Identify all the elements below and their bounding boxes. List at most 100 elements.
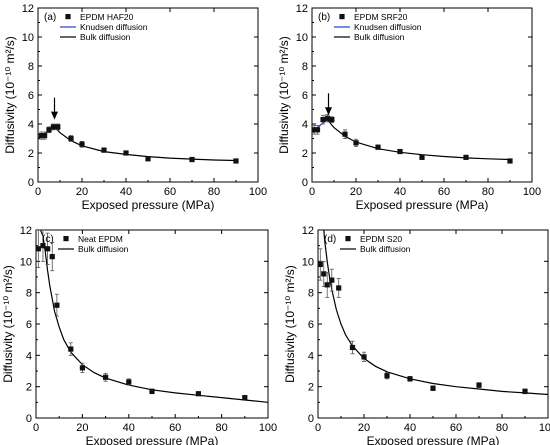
y-tick-label: 6 xyxy=(308,319,314,331)
y-tick-label: 12 xyxy=(20,225,32,237)
legend-marker xyxy=(345,236,351,242)
plot-frame xyxy=(37,7,259,183)
data-point xyxy=(507,158,513,164)
data-point xyxy=(101,147,107,153)
data-point xyxy=(149,388,155,394)
y-tick-label: 0 xyxy=(302,177,308,189)
data-point xyxy=(430,385,436,391)
x-axis-title: Exposed pressure (MPa) xyxy=(82,198,215,212)
data-point xyxy=(195,391,201,397)
y-tick-label: 6 xyxy=(28,90,34,102)
x-tick-label: 80 xyxy=(208,186,220,198)
y-tick-label: 8 xyxy=(302,61,308,73)
x-tick-label: 40 xyxy=(404,422,416,434)
y-tick-label: 6 xyxy=(302,90,308,102)
data-point xyxy=(46,127,52,133)
data-point xyxy=(189,156,195,163)
x-tick-label: 0 xyxy=(309,186,315,198)
x-tick-label: 0 xyxy=(315,422,321,434)
data-point xyxy=(476,382,482,388)
data-point xyxy=(324,282,330,288)
x-tick-label: 0 xyxy=(33,422,39,434)
data-point xyxy=(79,365,85,371)
y-tick-label: 4 xyxy=(26,350,32,362)
y-tick-label: 2 xyxy=(308,382,314,394)
chart-panel-4: 0 20 40 60 80 100 0 2 4 6 8 10 12 Exposed pressure (M… xyxy=(283,225,550,445)
data-point xyxy=(329,117,335,123)
legend-label: Bulk diffusion xyxy=(80,32,131,42)
x-tick-label: 100 xyxy=(539,422,550,434)
legend-marker xyxy=(339,14,345,20)
data-point xyxy=(336,285,342,291)
legend-marker xyxy=(65,14,71,20)
y-tick-label: 2 xyxy=(28,148,34,160)
data-point xyxy=(320,117,326,123)
x-tick-label: 0 xyxy=(35,186,41,198)
x-tick-label: 100 xyxy=(259,422,277,434)
y-tick-label: 0 xyxy=(26,413,32,425)
y-tick-label: 4 xyxy=(308,350,314,362)
x-tick-label: 100 xyxy=(249,186,267,198)
y-tick-label: 10 xyxy=(20,256,32,268)
legend-label: Knudsen diffusion xyxy=(80,22,148,32)
data-point xyxy=(312,127,317,133)
panel-label: (a) xyxy=(44,12,56,23)
arrow-head xyxy=(325,107,332,116)
x-axis-title: Exposed pressure (MPa) xyxy=(86,434,219,445)
x-axis-title: Exposed pressure (MPa) xyxy=(356,198,489,212)
legend-label: EPDM HAF20 xyxy=(80,12,134,22)
legend-label: Bulk diffusion xyxy=(354,32,405,42)
x-tick-label: 20 xyxy=(358,422,370,434)
y-tick-label: 12 xyxy=(296,3,308,15)
y-tick-label: 0 xyxy=(308,413,314,425)
data-layer xyxy=(312,114,513,164)
data-point xyxy=(123,150,129,156)
y-tick-label: 8 xyxy=(28,61,34,73)
legend-label: Bulk diffusion xyxy=(78,244,129,254)
x-tick-label: 40 xyxy=(123,422,135,434)
data-point xyxy=(342,131,348,137)
data-point xyxy=(42,133,48,139)
series-line-1 xyxy=(40,230,268,403)
legend-label: EPDM S20 xyxy=(360,234,402,244)
y-tick-label: 10 xyxy=(22,32,34,44)
data-point xyxy=(145,156,151,162)
panel-label: (b) xyxy=(318,12,330,23)
data-point xyxy=(54,302,60,308)
legend-label: Bulk diffusion xyxy=(360,244,411,254)
data-point xyxy=(397,148,403,155)
y-axis-title: Diffusivity (10⁻¹⁰ m²/s) xyxy=(1,265,15,383)
data-point xyxy=(522,388,528,394)
data-point xyxy=(103,374,109,380)
y-tick-label: 4 xyxy=(302,119,308,131)
panel-label: (d) xyxy=(324,234,336,245)
x-tick-label: 20 xyxy=(350,186,362,198)
data-point xyxy=(349,344,356,351)
x-tick-label: 80 xyxy=(496,422,508,434)
y-tick-label: 12 xyxy=(302,225,314,237)
x-tick-label: 20 xyxy=(76,186,88,198)
data-layer xyxy=(38,123,239,164)
x-tick-label: 60 xyxy=(164,186,176,198)
chart-panel-3: 0 20 40 60 80 100 0 2 4 6 8 10 12 Exposed pressure (M… xyxy=(1,225,277,445)
y-axis-title: Diffusivity (10⁻¹⁰ m²/s) xyxy=(283,265,297,383)
data-point xyxy=(321,271,327,277)
data-point xyxy=(375,144,381,150)
x-tick-label: 80 xyxy=(215,422,227,434)
x-axis-title: Exposed pressure (MPa) xyxy=(367,434,500,445)
data-layer xyxy=(36,230,268,403)
x-tick-label: 40 xyxy=(120,186,132,198)
data-point xyxy=(49,254,55,260)
x-tick-label: 60 xyxy=(438,186,450,198)
data-point xyxy=(68,135,74,142)
data-point xyxy=(55,124,61,130)
chart-panel-2: 0 20 40 60 80 100 0 2 4 6 8 10 12 Exposed pressure (M… xyxy=(277,3,541,212)
data-point xyxy=(40,243,46,249)
data-point xyxy=(329,277,335,283)
data-point xyxy=(407,376,413,382)
data-point xyxy=(45,246,51,252)
y-tick-label: 8 xyxy=(308,288,314,300)
y-tick-label: 0 xyxy=(28,177,34,189)
y-tick-label: 10 xyxy=(296,32,308,44)
